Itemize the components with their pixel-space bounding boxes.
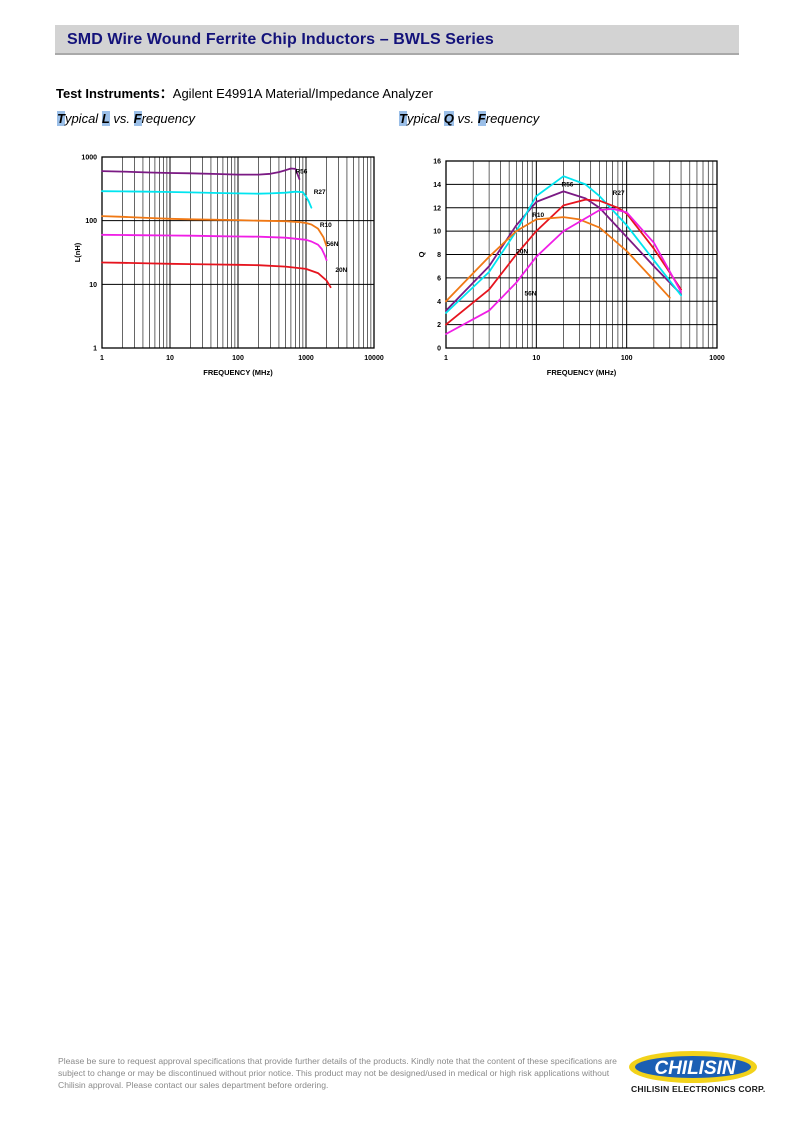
test-instruments: Test Instruments：Agilent E4991A Material… <box>56 83 433 102</box>
x-tick-label: 100 <box>621 355 633 362</box>
y-tick-label: 1000 <box>81 155 97 162</box>
series-label-r27: R27 <box>613 190 625 197</box>
y-tick-label: 2 <box>437 322 441 329</box>
x-axis-label: FREQUENCY (MHz) <box>203 368 273 377</box>
q-factor-chart-svg: 1 10 100 1000 0 2 4 6 8 10 12 14 16 FREQUENCY (MHz) Q R… <box>417 159 725 378</box>
logo-wordmark: CHILISIN <box>654 1058 737 1079</box>
series-label-r56: R56 <box>295 169 307 176</box>
subtitle-text: requency <box>485 111 540 126</box>
subtitle-letter: L <box>101 111 110 126</box>
y-tick-label: 6 <box>437 275 441 282</box>
series-label-20n: 20N <box>516 248 528 255</box>
y-axis-label: L(nH) <box>73 242 82 262</box>
y-tick-label: 10 <box>433 229 441 236</box>
x-tick-label: 1000 <box>709 355 725 362</box>
series-line-56n <box>445 208 682 335</box>
subtitle-text: ypical <box>406 111 444 126</box>
page-title: SMD Wire Wound Ferrite Chip Inductors – … <box>67 31 494 48</box>
inductance-chart-svg: 1 10 100 1000 10000 1 10 100 1000 FREQUENCY (MHz)… <box>73 155 384 378</box>
inductance-chart: 1 10 100 1000 10000 1 10 100 1000 FREQUENCY (MHz)… <box>60 148 400 383</box>
series-label-20n: 20N <box>335 267 347 274</box>
subtitle-text: requency <box>141 111 196 126</box>
series-line-r27 <box>101 190 313 209</box>
series-line-r56 <box>445 190 682 312</box>
series-line-r56 <box>101 167 301 180</box>
plot-frame <box>101 156 375 349</box>
y-tick-label: 10 <box>89 282 97 289</box>
subtitle-letter: T <box>57 111 65 126</box>
series-line-20n <box>445 216 671 303</box>
instruments-value: Agilent E4991A Material/Impedance Analyz… <box>172 86 433 101</box>
series-line-r27 <box>445 175 682 314</box>
subtitle-letter: F <box>477 111 486 126</box>
series-label-56n: 56N <box>525 290 537 297</box>
subtitle-letter: Q <box>443 111 454 126</box>
y-tick-label: 1 <box>93 346 97 353</box>
x-tick-label: 10000 <box>364 355 384 362</box>
chilisin-logo: CHILISIN <box>629 1051 757 1083</box>
x-tick-label: 10 <box>532 355 540 362</box>
series-line-20n <box>101 261 332 289</box>
series-label-r10: R10 <box>532 212 544 219</box>
y-tick-label: 4 <box>437 299 441 306</box>
series-line-r10 <box>101 215 328 247</box>
y-tick-label: 100 <box>85 218 97 225</box>
subtitle-text: vs. <box>109 111 134 126</box>
subtitle-l-vs-frequency: Typical L vs. Frequency <box>57 111 195 126</box>
y-tick-label: 14 <box>433 182 441 189</box>
x-tick-label: 1 <box>444 355 448 362</box>
subtitle-q-vs-frequency: Typical Q vs. Frequency <box>399 111 539 126</box>
x-tick-label: 1 <box>100 355 104 362</box>
y-tick-label: 0 <box>437 346 441 353</box>
y-tick-label: 16 <box>433 159 441 166</box>
y-axis-label: Q <box>417 251 426 257</box>
series-label-r10: R10 <box>320 222 332 229</box>
x-tick-label: 1000 <box>298 355 314 362</box>
plot-frame <box>445 160 718 349</box>
footer-disclaimer: Please be sure to request approval speci… <box>58 1056 617 1090</box>
subtitle-text: vs. <box>453 111 478 126</box>
instruments-label: Test Instruments： <box>56 86 173 101</box>
q-factor-chart: 1 10 100 1000 0 2 4 6 8 10 12 14 16 FREQUENCY (MHz) Q R… <box>405 148 740 383</box>
subtitle-letter: F <box>133 111 142 126</box>
subtitle-letter: T <box>399 111 407 126</box>
x-tick-label: 10 <box>166 355 174 362</box>
x-axis-label: FREQUENCY (MHz) <box>547 368 617 377</box>
series-line-56n <box>101 233 328 261</box>
y-tick-label: 8 <box>437 252 441 259</box>
company-name: CHILISIN ELECTRONICS CORP. <box>631 1084 766 1094</box>
series-label-56n: 56N <box>326 241 338 248</box>
series-label-r27: R27 <box>314 189 326 196</box>
series-label-r56: R56 <box>562 182 574 189</box>
y-tick-label: 12 <box>433 205 441 212</box>
x-tick-label: 100 <box>232 355 244 362</box>
subtitle-text: ypical <box>64 111 102 126</box>
header-bar: SMD Wire Wound Ferrite Chip Inductors – … <box>55 25 739 55</box>
series-line-r10 <box>445 198 682 326</box>
